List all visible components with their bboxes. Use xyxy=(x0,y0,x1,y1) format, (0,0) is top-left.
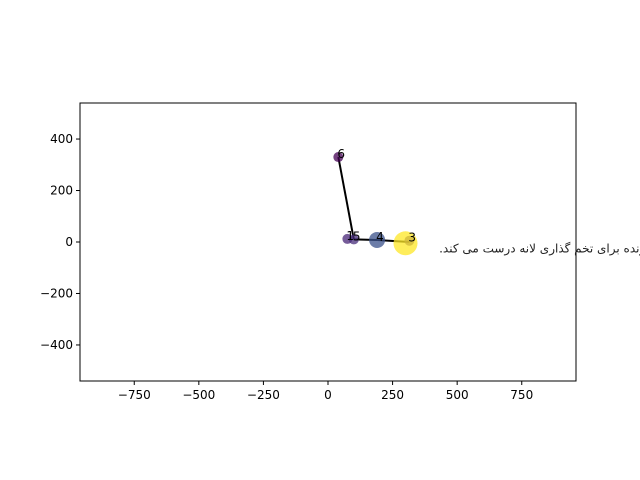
point-labels: 6 15 4 3 xyxy=(337,147,416,245)
y-tick-label: −200 xyxy=(40,286,73,300)
scatter-point xyxy=(333,152,344,163)
y-tick-label: −400 xyxy=(40,338,73,352)
y-axis-ticks: −400 −200 0 200 400 xyxy=(40,132,80,352)
scatter-point xyxy=(393,231,418,256)
x-tick-label: 0 xyxy=(324,388,332,402)
x-tick-label: −500 xyxy=(182,388,215,402)
annotations: پرنده برای تخم گذاری لانه درست می کند. xyxy=(439,241,640,256)
x-tick-label: −750 xyxy=(118,388,151,402)
x-axis-ticks: −750 −500 −250 0 250 500 750 xyxy=(118,381,533,402)
x-tick-label: 500 xyxy=(446,388,469,402)
y-tick-label: 0 xyxy=(65,235,73,249)
annotation-text: پرنده برای تخم گذاری لانه درست می کند. xyxy=(439,241,640,256)
x-tick-label: 250 xyxy=(381,388,404,402)
scatter-point xyxy=(369,231,386,248)
scatter-point xyxy=(348,234,359,245)
point-label: 5 xyxy=(353,229,361,243)
point-label: 4 xyxy=(376,230,384,244)
point-label: 1 xyxy=(346,229,354,243)
point-label: 3 xyxy=(408,231,416,245)
axes: −750 −500 −250 0 250 500 750 −400 −200 0 200 400 xyxy=(40,102,577,402)
y-tick-label: 400 xyxy=(50,132,73,146)
x-tick-label: −250 xyxy=(247,388,280,402)
point-label: 6 xyxy=(337,147,345,161)
x-tick-label: 750 xyxy=(510,388,533,402)
points xyxy=(333,152,418,256)
edge-line xyxy=(337,156,355,240)
y-tick-label: 200 xyxy=(50,184,73,198)
